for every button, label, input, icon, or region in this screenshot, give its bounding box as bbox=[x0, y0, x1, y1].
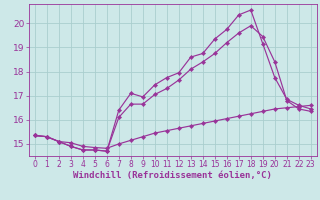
X-axis label: Windchill (Refroidissement éolien,°C): Windchill (Refroidissement éolien,°C) bbox=[73, 171, 272, 180]
